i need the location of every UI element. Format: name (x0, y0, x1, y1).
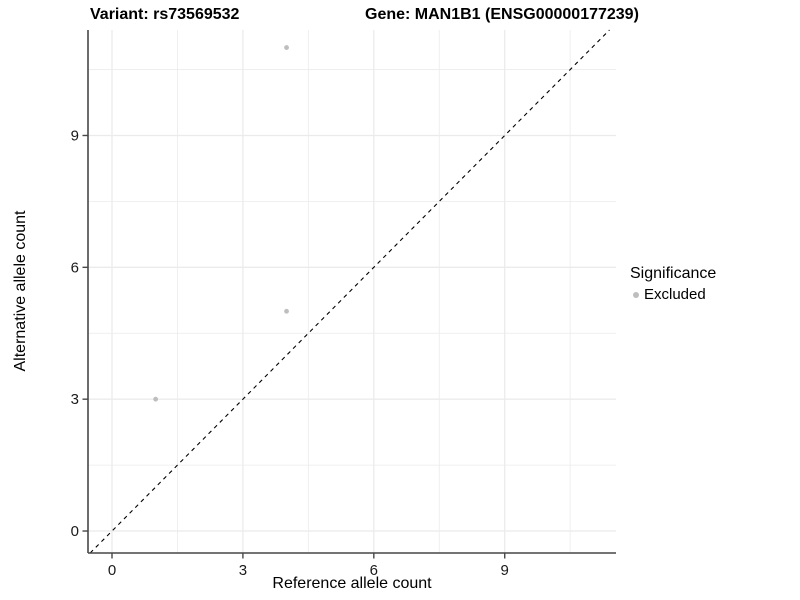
y-axis-title: Alternative allele count (12, 210, 29, 372)
x-tick-label: 3 (239, 562, 247, 579)
plot-title-variant: Variant: rs73569532 (90, 6, 240, 23)
legend: Significance Excluded (630, 265, 716, 303)
y-tick-label: 6 (71, 259, 79, 276)
excluded-point-swatch-icon (633, 291, 639, 298)
legend-title: Significance (630, 265, 717, 282)
y-tick-label: 0 (71, 523, 79, 540)
data-point (153, 396, 159, 402)
plot-title-gene: Gene: MAN1B1 (ENSG00000177239) (365, 6, 639, 23)
x-tick-label: 6 (370, 562, 378, 579)
data-point (284, 308, 289, 314)
y-tick-label: 3 (71, 391, 79, 408)
x-tick-label: 0 (108, 562, 116, 579)
x-tick-label: 9 (501, 562, 509, 579)
identity-line (89, 29, 610, 554)
y-tick-label: 9 (71, 127, 79, 144)
x-axis-title: Reference allele count (272, 575, 432, 592)
legend-item-excluded: Excluded (630, 286, 716, 303)
data-point (284, 45, 289, 50)
legend-item-label: Excluded (644, 286, 706, 303)
